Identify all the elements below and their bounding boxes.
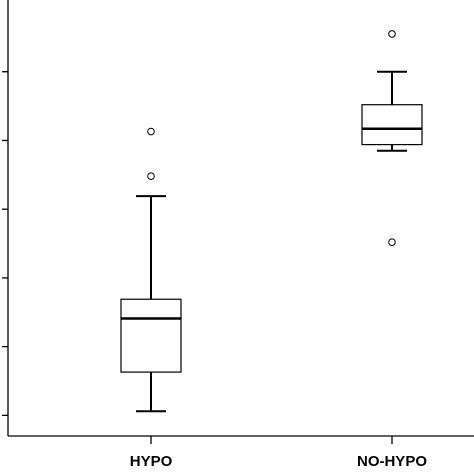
outlier (388, 30, 396, 38)
outlier (388, 238, 396, 246)
outlier (147, 127, 155, 136)
box (120, 298, 182, 373)
outlier (147, 172, 155, 180)
x-tick-label: NO-HYPO (357, 453, 427, 470)
x-tick-label: HYPO (130, 453, 173, 470)
box (361, 104, 423, 146)
